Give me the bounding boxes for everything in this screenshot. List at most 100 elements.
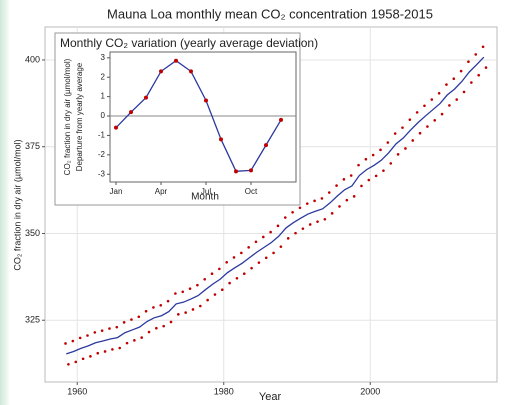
data-point xyxy=(159,304,163,307)
data-point xyxy=(335,184,338,187)
data-point xyxy=(204,98,208,103)
data-point xyxy=(408,118,412,121)
data-point xyxy=(115,325,119,329)
data-point xyxy=(159,69,163,74)
x-tick-label: Oct xyxy=(245,187,258,196)
data-point xyxy=(455,98,459,101)
data-point xyxy=(174,292,177,295)
data-point xyxy=(371,153,375,157)
y-tick-label: 3 xyxy=(101,53,106,62)
data-point xyxy=(81,357,85,361)
data-point xyxy=(250,266,253,270)
data-point xyxy=(316,220,319,223)
data-point xyxy=(276,224,280,228)
inset-y-axis-label: Departure from yearly average xyxy=(75,62,84,171)
data-point xyxy=(130,318,133,321)
data-point xyxy=(78,336,82,340)
data-point xyxy=(257,261,261,264)
data-point xyxy=(445,83,448,86)
data-point xyxy=(133,339,136,342)
data-point xyxy=(210,272,214,276)
data-point xyxy=(240,251,243,255)
data-point xyxy=(220,288,224,291)
data-point xyxy=(401,126,404,129)
data-point xyxy=(86,334,89,337)
data-point xyxy=(352,195,356,198)
data-point xyxy=(474,53,478,56)
trend-line xyxy=(115,59,282,173)
data-point xyxy=(111,348,114,351)
x-tick-label: Jan xyxy=(110,187,123,196)
data-point xyxy=(467,60,470,64)
data-point xyxy=(108,327,111,330)
data-point xyxy=(196,283,199,287)
trend-line xyxy=(66,56,485,355)
data-point xyxy=(279,117,283,122)
data-point xyxy=(129,110,133,115)
data-point xyxy=(477,73,480,77)
data-point xyxy=(283,216,287,219)
data-point xyxy=(374,174,378,178)
data-point xyxy=(305,202,309,205)
data-point xyxy=(144,95,148,100)
data-point xyxy=(225,260,228,264)
data-point xyxy=(228,281,231,285)
data-point xyxy=(199,304,202,308)
data-point xyxy=(382,169,385,172)
data-point xyxy=(386,141,390,144)
data-point xyxy=(206,298,209,302)
data-point xyxy=(313,199,316,203)
data-point xyxy=(264,256,268,260)
y-tick-label: -3 xyxy=(98,169,106,178)
x-tick-label: 1960 xyxy=(67,386,87,396)
data-point xyxy=(437,91,441,95)
data-point xyxy=(103,350,107,353)
data-point xyxy=(169,320,173,324)
data-point xyxy=(448,104,451,107)
data-point xyxy=(234,169,238,174)
data-point xyxy=(338,205,341,208)
data-point xyxy=(152,306,155,309)
data-point xyxy=(189,69,193,74)
data-point xyxy=(452,77,456,81)
data-point xyxy=(125,341,129,345)
data-point xyxy=(440,112,444,116)
data-point xyxy=(249,168,253,173)
data-point xyxy=(286,237,290,240)
inset-x-axis-label: Month xyxy=(191,192,219,203)
data-point xyxy=(147,330,151,334)
data-point xyxy=(415,111,419,114)
data-point xyxy=(162,324,165,328)
data-point xyxy=(342,178,346,181)
data-point xyxy=(345,198,349,202)
data-point xyxy=(308,223,312,226)
inset-title: Monthly CO₂ variation (yearly average de… xyxy=(60,36,318,50)
data-point xyxy=(96,351,100,355)
y-axis-label: CO₂ fraction in dry air (µmol/mol) xyxy=(12,139,22,270)
data-point xyxy=(232,256,236,259)
data-point xyxy=(396,153,400,156)
data-point xyxy=(367,178,371,182)
data-point xyxy=(74,360,78,364)
data-point xyxy=(272,251,275,255)
y-tick-label: 325 xyxy=(25,315,40,325)
data-point xyxy=(181,290,185,294)
data-point xyxy=(393,132,397,135)
data-point xyxy=(93,331,97,334)
data-point xyxy=(262,235,265,239)
data-point xyxy=(269,230,272,234)
data-point xyxy=(203,277,207,281)
data-point xyxy=(67,363,70,366)
data-point xyxy=(459,69,463,73)
data-point xyxy=(144,309,148,313)
data-point xyxy=(100,329,104,332)
inset-plot-frame xyxy=(109,51,297,183)
data-point xyxy=(242,272,246,276)
data-point xyxy=(298,206,302,210)
x-tick-label: Jul xyxy=(201,187,211,196)
y-tick-label: 400 xyxy=(25,54,40,64)
data-point xyxy=(184,311,187,314)
data-point xyxy=(430,98,434,101)
data-point xyxy=(320,197,324,200)
